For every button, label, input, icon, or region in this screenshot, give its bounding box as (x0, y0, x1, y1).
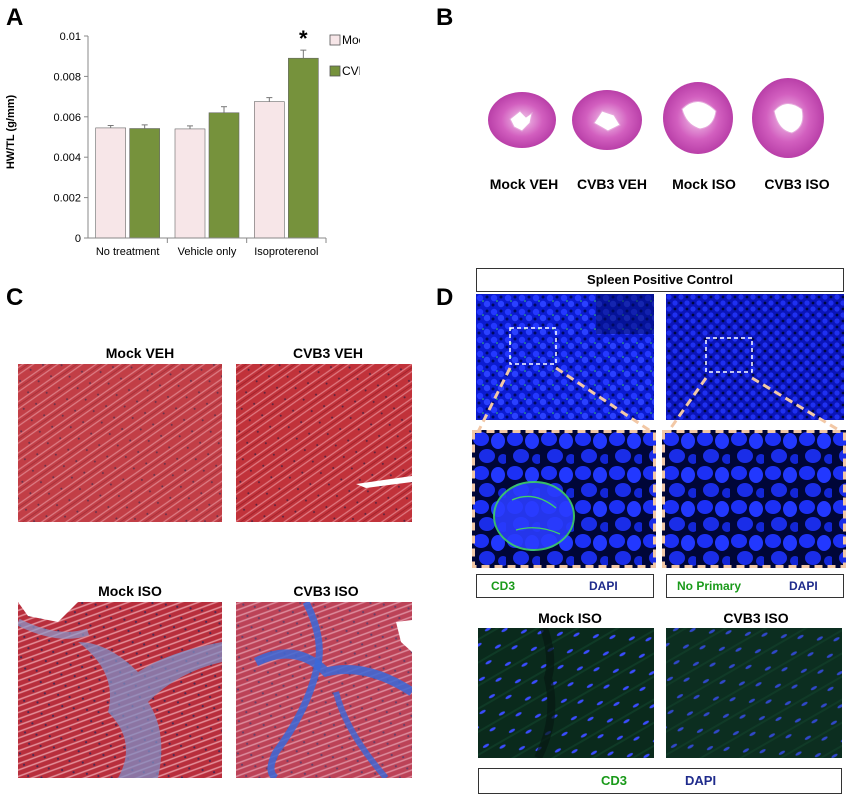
legend-label-mock: Mock (342, 33, 360, 47)
panel-letter-d: D (436, 284, 454, 311)
bars (95, 49, 319, 239)
y-tick-label: 0.004 (53, 152, 81, 164)
legend-cd3-dapi-left: CD3 DAPI (476, 574, 654, 598)
spleen-header: Spleen Positive Control (476, 268, 844, 292)
legend-swatch-cvb (329, 65, 341, 77)
histology-cvb3-veh (236, 364, 412, 522)
label-c-mock-veh: Mock VEH (105, 345, 175, 361)
label-c-cvb3-iso: CVB3 ISO (293, 583, 359, 599)
legend-dapi-right: DAPI (789, 579, 818, 593)
x-tick-label: Vehicle only (178, 246, 237, 258)
hw-tl-bar-chart: 0 0.002 0.004 0.006 0.008 0.01 No treatment Ve… (5, 26, 360, 258)
significance-asterisk: * (299, 26, 308, 51)
label-d-mock-iso: Mock ISO (538, 610, 602, 626)
spleen-cd3-overview (476, 294, 654, 420)
heart-mock-veh (488, 92, 556, 148)
bar-mock-2 (254, 101, 285, 239)
x-axis: No treatment Vehicle only Isoproterenol (88, 237, 327, 258)
y-axis: 0 0.002 0.004 0.006 0.008 0.01 (53, 31, 89, 245)
label-b-cvb3-iso: CVB3 ISO (764, 176, 830, 192)
histology-cvb3-iso (236, 602, 412, 778)
bar-mock-1 (174, 128, 206, 239)
x-tick-label: Isoproterenol (254, 246, 318, 258)
label-b-mock-veh: Mock VEH (489, 176, 559, 192)
heart-sections (488, 78, 824, 158)
legend-label-cvb: CVB (342, 64, 360, 78)
zoom-connectors (476, 366, 843, 434)
y-axis-label: HW/TL (g/mm) (5, 94, 17, 169)
legend-no-primary: No Primary (677, 579, 742, 593)
label-d-cvb3-iso: CVB3 ISO (723, 610, 789, 626)
label-c-cvb3-veh: CVB3 VEH (292, 345, 364, 361)
legend-noprimary-dapi: No Primary DAPI (666, 574, 844, 598)
y-tick-label: 0 (75, 233, 81, 245)
label-b-cvb3-veh: CVB3 VEH (576, 176, 648, 192)
spleen-no-primary-overview (666, 294, 844, 420)
panel-letter-b: B (436, 4, 454, 31)
spleen-no-primary-zoom (662, 430, 846, 568)
heart-cvb3-veh (572, 90, 642, 150)
legend-cd3-left: CD3 (491, 579, 516, 593)
heart-mock-iso (663, 82, 733, 154)
zoom-box-left (509, 327, 557, 365)
bar-cvb-2 (288, 57, 319, 239)
label-b-mock-iso: Mock ISO (672, 176, 736, 192)
bar-mock-0 (95, 127, 126, 239)
legend-cd3-bottom: CD3 (601, 773, 628, 788)
bar-cvb-0 (129, 128, 160, 239)
panel-letter-a: A (6, 4, 24, 31)
y-tick-label: 0.008 (53, 71, 81, 83)
y-tick-label: 0.01 (60, 31, 81, 43)
histology-mock-veh (18, 364, 222, 522)
legend-dapi-left: DAPI (589, 579, 618, 593)
y-tick-label: 0.006 (53, 112, 81, 124)
spleen-cd3-zoom (472, 430, 656, 568)
legend-swatch-mock (329, 34, 341, 46)
histology-mock-iso (18, 602, 222, 778)
y-tick-label: 0.002 (53, 193, 81, 205)
heart-cvb3-iso (752, 78, 824, 158)
label-c-mock-iso: Mock ISO (98, 583, 162, 599)
legend-cd3-dapi-bottom: CD3 DAPI (478, 768, 842, 794)
fluor-cvb3-iso (666, 628, 842, 758)
fluor-mock-iso (478, 628, 654, 758)
panel-letter-c: C (6, 284, 24, 311)
x-tick-label: No treatment (96, 246, 160, 258)
legend-dapi-bottom: DAPI (685, 773, 717, 788)
zoom-box-right (705, 337, 753, 373)
bar-cvb-1 (208, 112, 240, 239)
